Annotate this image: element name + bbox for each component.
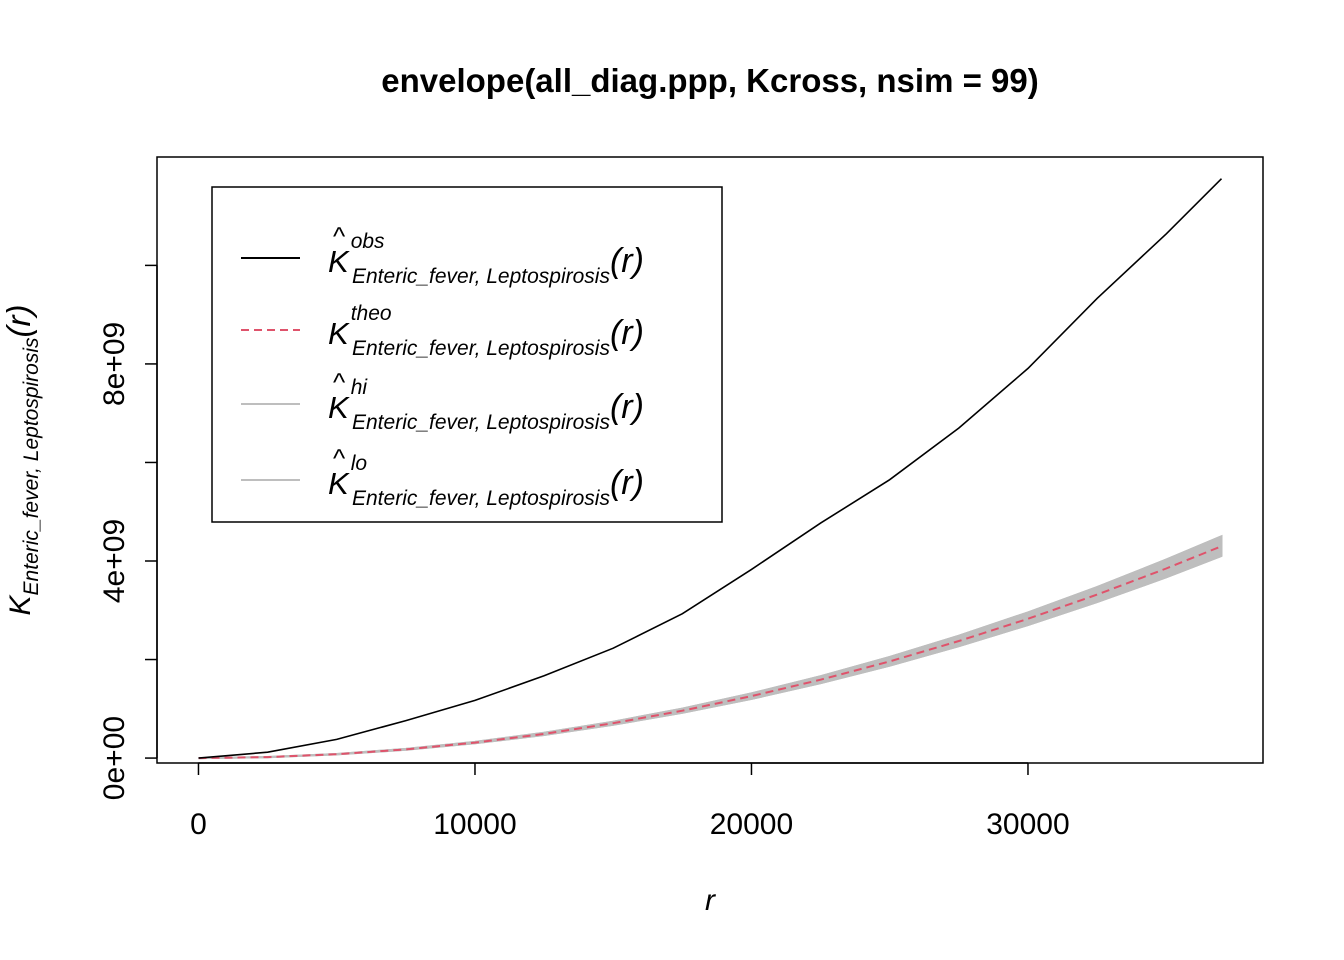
legend-entry-obs: Kobs Enteric_fever, Leptospirosis(r)^ — [241, 221, 644, 288]
legend: Kobs Enteric_fever, Leptospirosis(r)^Kthe… — [211, 186, 723, 523]
x-axis: 0 10000 20000 30000 — [190, 762, 1070, 841]
series-line-obs — [198, 178, 1223, 759]
legend-label-hi: Khi Enteric_fever, Leptospirosis(r) — [328, 376, 644, 434]
y-axis-label-symbol: K — [4, 593, 37, 615]
svg-text:KEnteric_fever, Leptospirosis(: KEnteric_fever, Leptospirosis(r) — [0, 305, 43, 616]
legend-label-obs: Kobs Enteric_fever, Leptospirosis(r) — [328, 230, 644, 288]
x-tick-label: 0 — [190, 808, 207, 841]
legend-hat-lo: ^ — [333, 443, 346, 473]
x-tick-label: 30000 — [986, 808, 1069, 841]
legend-label-theo: Ktheo Enteric_fever, Leptospirosis(r) — [328, 302, 644, 360]
legend-hat-hi: ^ — [333, 367, 346, 397]
series-layer — [198, 178, 1223, 760]
chart-title: envelope(all_diag.ppp, Kcross, nsim = 99… — [381, 62, 1038, 99]
series-line-theo — [198, 545, 1222, 760]
y-tick-label: 0e+00 — [98, 716, 131, 800]
x-tick-label: 10000 — [433, 808, 516, 841]
legend-box — [211, 186, 723, 523]
y-axis: 0e+00 4e+09 8e+09 — [98, 264, 158, 800]
y-axis-label-subscript: Enteric_fever, Leptospirosis — [20, 337, 43, 595]
y-axis-label-arg: (r) — [0, 305, 37, 338]
y-tick-label: 4e+09 — [98, 519, 131, 603]
x-tick-label: 20000 — [710, 808, 793, 841]
y-tick-label: 8e+09 — [98, 322, 131, 406]
legend-entry-lo: Klo Enteric_fever, Leptospirosis(r)^ — [241, 443, 644, 510]
legend-label-lo: Klo Enteric_fever, Leptospirosis(r) — [328, 452, 644, 510]
x-axis-label: r — [705, 884, 716, 917]
legend-hat-obs: ^ — [333, 221, 346, 251]
legend-entry-hi: Khi Enteric_fever, Leptospirosis(r)^ — [241, 367, 644, 434]
y-axis-label: KEnteric_fever, Leptospirosis(r) — [0, 305, 43, 616]
legend-entry-theo: Ktheo Enteric_fever, Leptospirosis(r) — [241, 302, 644, 360]
